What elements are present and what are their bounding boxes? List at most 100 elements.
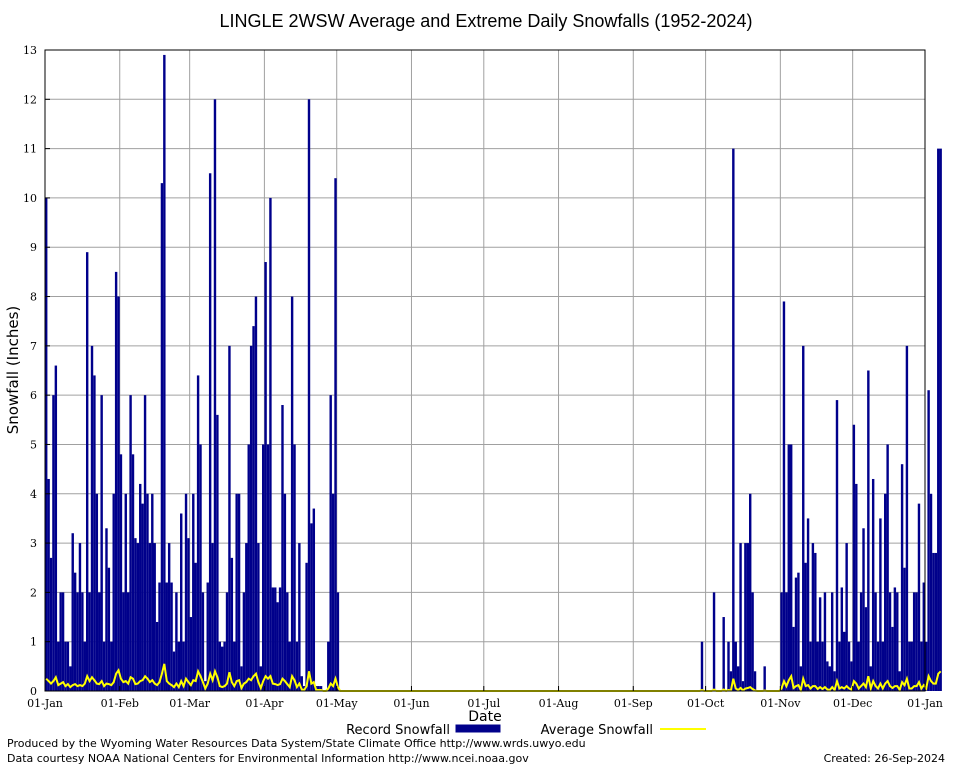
record-bar — [862, 528, 865, 691]
record-bar — [259, 666, 262, 691]
record-bar — [932, 552, 935, 691]
record-bar — [814, 552, 817, 691]
record-bar — [896, 592, 899, 691]
record-bar — [898, 671, 901, 691]
record-bar — [271, 587, 275, 691]
record-bar — [78, 543, 82, 691]
record-bar — [727, 641, 730, 691]
record-bar — [840, 587, 844, 691]
record-bar — [734, 641, 737, 691]
record-bar — [257, 543, 260, 691]
record-bar — [107, 567, 111, 691]
record-bar — [213, 99, 217, 692]
x-axis-ticks: 01-Jan 01-Feb 01-Mar 01-Apr 01-May 01-Jun 01-J… — [27, 686, 943, 710]
record-bar — [811, 543, 815, 691]
record-bar — [59, 592, 62, 691]
record-bar — [119, 454, 123, 691]
record-bar — [295, 641, 299, 691]
y-tick-label: 12 — [23, 93, 37, 106]
record-bar — [867, 370, 870, 691]
y-tick-label: 10 — [23, 192, 37, 205]
y-axis-label: Snowfall (Inches) — [4, 306, 22, 434]
record-bar — [221, 646, 224, 691]
record-bar — [850, 661, 853, 691]
record-bar — [847, 641, 851, 691]
record-bar — [799, 666, 803, 691]
record-bar — [876, 641, 880, 691]
record-bar — [134, 538, 137, 691]
record-bar — [237, 493, 241, 691]
record-bar — [261, 444, 265, 691]
record-bar — [131, 454, 135, 691]
record-bar — [88, 592, 91, 691]
record-bar — [327, 641, 330, 691]
record-bar — [739, 543, 742, 691]
record-bar — [141, 503, 144, 691]
record-bar — [927, 390, 930, 691]
y-tick-label: 3 — [30, 537, 37, 550]
record-bar — [64, 641, 67, 691]
x-tick-label: 01-Dec — [833, 697, 872, 710]
record-bar — [160, 183, 164, 691]
y-tick-label: 4 — [30, 488, 37, 501]
record-bar — [818, 597, 822, 691]
record-bar — [189, 617, 193, 691]
record-bar — [242, 592, 246, 691]
record-bar — [903, 567, 906, 691]
record-bar — [182, 641, 185, 691]
record-bar — [288, 641, 291, 691]
record-bar — [869, 666, 872, 691]
record-bar — [843, 631, 846, 691]
record-bar — [823, 592, 827, 691]
record-bar — [240, 666, 243, 691]
record-bar — [744, 543, 747, 691]
chart-title: LINGLE 2WSW Average and Extreme Daily Sn… — [220, 11, 753, 31]
x-tick-label: 01-Mar — [169, 697, 211, 710]
record-bar — [871, 478, 875, 691]
record-bar — [751, 592, 754, 691]
record-bar — [148, 543, 152, 691]
record-bar — [201, 592, 205, 691]
record-bar — [52, 395, 55, 691]
record-bar — [305, 562, 308, 691]
record-bar — [136, 543, 140, 691]
record-bar — [223, 641, 226, 691]
record-bar — [124, 493, 127, 691]
record-bar — [122, 592, 125, 691]
record-bar — [126, 592, 130, 691]
record-bar — [912, 592, 916, 691]
legend-average-label: Average Snowfall — [541, 723, 653, 738]
record-bar — [211, 543, 214, 691]
record-bar — [845, 543, 848, 691]
record-bar — [165, 582, 168, 691]
record-bar — [192, 493, 195, 691]
record-bar — [905, 345, 909, 691]
x-tick-label: 01-Jan — [907, 697, 943, 710]
record-bar — [816, 641, 819, 691]
record-snowfall-bars — [45, 54, 942, 692]
record-bar — [934, 552, 938, 691]
record-bar — [47, 478, 50, 691]
x-tick-label: 01-Oct — [687, 697, 725, 710]
record-bar — [298, 543, 301, 691]
record-bar — [90, 345, 94, 691]
record-bar — [881, 641, 885, 691]
record-bar — [139, 483, 142, 691]
record-bar — [780, 592, 783, 691]
record-bar — [172, 651, 176, 691]
record-bar — [286, 592, 289, 691]
record-bar — [789, 444, 793, 691]
record-bar — [264, 262, 267, 691]
record-bar — [746, 543, 749, 691]
record-bar — [886, 444, 889, 691]
record-bar — [293, 444, 296, 691]
record-bar — [269, 197, 272, 691]
record-bar — [732, 148, 735, 692]
record-bar — [194, 562, 197, 691]
record-bar — [809, 641, 812, 691]
record-bar — [859, 592, 863, 691]
record-bar — [700, 641, 704, 691]
y-tick-label: 11 — [23, 143, 37, 156]
record-bar — [929, 493, 933, 691]
credit-line-2: Data courtesy NOAA National Centers for … — [7, 752, 529, 765]
